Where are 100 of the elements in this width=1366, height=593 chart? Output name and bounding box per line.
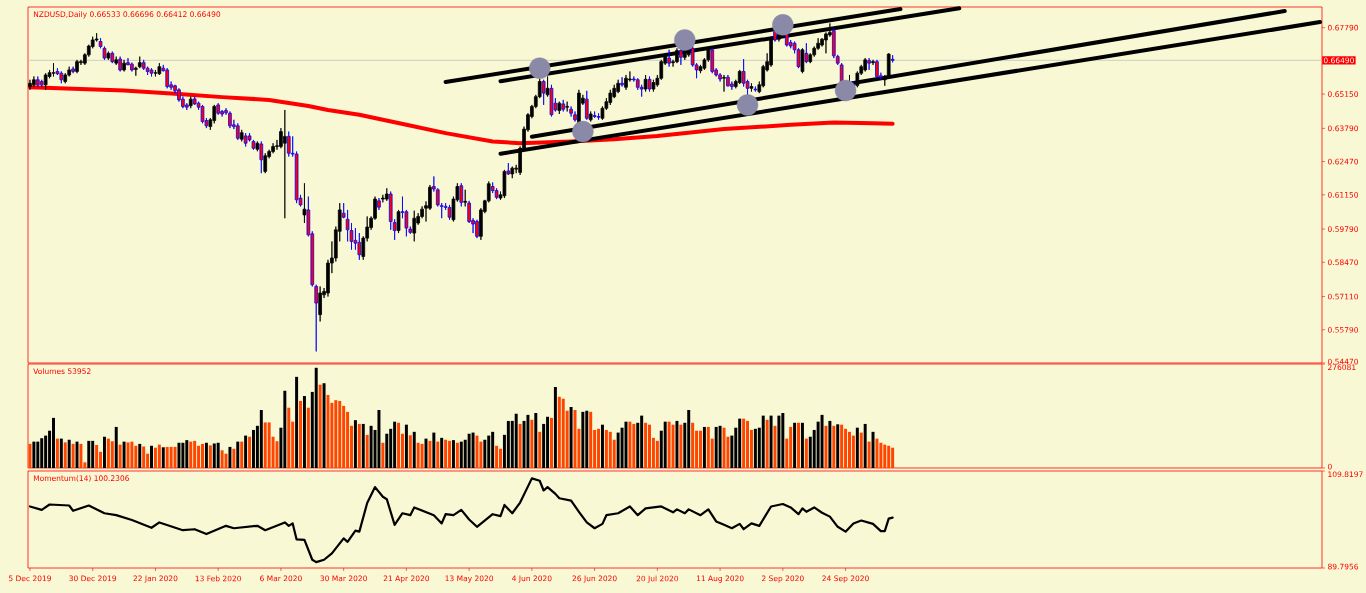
candlestick	[114, 56, 119, 66]
bar	[244, 435, 248, 468]
candlestick	[651, 79, 656, 92]
bar	[459, 441, 463, 468]
bar	[432, 432, 436, 468]
bar	[675, 420, 679, 468]
bar	[361, 423, 365, 468]
bar	[75, 441, 79, 468]
candlestick	[647, 76, 652, 92]
candlestick	[134, 66, 138, 77]
bar	[702, 426, 706, 468]
bar	[616, 432, 620, 468]
candlestick	[28, 79, 32, 91]
bar	[667, 421, 671, 468]
bar	[632, 423, 636, 468]
candlestick	[871, 59, 875, 66]
bar	[526, 414, 530, 468]
bar	[122, 441, 126, 468]
bar	[267, 422, 271, 468]
bar	[714, 426, 718, 468]
bar	[193, 440, 197, 468]
bar	[691, 422, 695, 468]
candlestick	[149, 67, 154, 77]
bar	[455, 442, 459, 468]
candlestick	[384, 187, 389, 202]
bar	[181, 442, 185, 468]
line-series	[28, 477, 894, 564]
candlestick	[863, 57, 867, 72]
bar	[855, 427, 859, 468]
bar	[232, 448, 236, 468]
candlestick	[200, 104, 205, 124]
candlestick	[302, 182, 307, 224]
bar	[883, 444, 887, 468]
candlestick	[584, 90, 589, 121]
candlestick	[59, 71, 64, 84]
candlestick	[283, 109, 287, 219]
bar	[173, 446, 177, 468]
candlestick	[255, 141, 260, 152]
bar	[797, 422, 800, 468]
bar	[338, 400, 342, 468]
bar	[887, 445, 891, 468]
bar	[295, 376, 299, 468]
bar	[314, 367, 318, 468]
bar	[706, 426, 710, 468]
candlestick	[800, 47, 805, 74]
candlestick	[165, 67, 170, 89]
bar	[118, 444, 122, 468]
candlestick	[271, 142, 275, 154]
bar	[138, 443, 142, 468]
bar	[506, 420, 510, 468]
bar	[185, 440, 189, 468]
bar	[161, 447, 165, 468]
bar	[765, 419, 769, 468]
candlestick	[545, 76, 550, 98]
bar	[228, 446, 232, 468]
bar	[679, 424, 683, 468]
bar	[393, 421, 397, 468]
candlestick	[188, 96, 193, 109]
bar	[836, 424, 840, 468]
bar	[742, 418, 746, 468]
bar	[357, 423, 361, 468]
bar	[153, 447, 157, 468]
candlestick	[314, 284, 319, 352]
point	[674, 29, 696, 51]
bar	[769, 415, 773, 468]
candlestick	[890, 54, 895, 63]
bar	[420, 443, 424, 468]
bar	[44, 435, 48, 468]
bar	[208, 445, 212, 468]
candlestick	[549, 84, 554, 117]
bar	[216, 442, 220, 468]
bar	[436, 441, 440, 468]
candlestick	[667, 49, 671, 68]
bar	[467, 433, 471, 468]
bar	[318, 384, 322, 468]
candlestick	[541, 79, 546, 106]
candlestick	[502, 169, 507, 199]
bar	[518, 423, 522, 468]
bar	[201, 443, 204, 468]
point	[834, 79, 857, 102]
candlestick	[596, 112, 601, 121]
candlestick	[32, 76, 36, 87]
bar	[663, 421, 667, 468]
point	[736, 94, 759, 116]
bar	[224, 453, 228, 468]
candlestick	[377, 197, 381, 211]
candlestick	[110, 51, 115, 64]
bar	[326, 394, 330, 468]
candlestick	[75, 59, 79, 74]
bar	[761, 415, 765, 468]
candlestick	[475, 219, 479, 239]
bar	[875, 438, 879, 468]
candlestick	[447, 204, 452, 221]
bar	[52, 417, 55, 468]
bar	[36, 441, 40, 468]
bar	[32, 441, 36, 468]
bar	[263, 422, 267, 468]
bar	[95, 445, 99, 468]
bar	[863, 423, 867, 468]
bar	[475, 435, 479, 468]
